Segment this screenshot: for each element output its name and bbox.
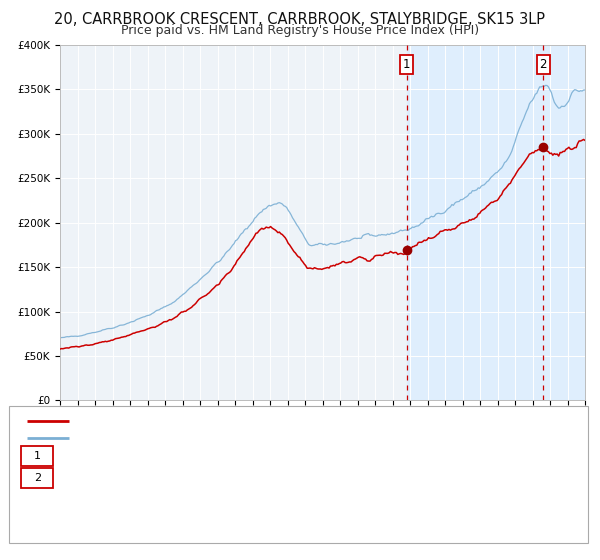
Text: 17-OCT-2014: 17-OCT-2014: [63, 451, 132, 461]
Text: This data is licensed under the Open Government Licence v3.0.: This data is licensed under the Open Gov…: [20, 532, 288, 541]
Text: 20, CARRBROOK CRESCENT, CARRBROOK, STALYBRIDGE, SK15 3LP: 20, CARRBROOK CRESCENT, CARRBROOK, STALY…: [55, 12, 545, 27]
Text: £285,000: £285,000: [186, 473, 236, 483]
Text: £169,000: £169,000: [186, 451, 236, 461]
Text: HPI: Average price, detached house, Tameside: HPI: Average price, detached house, Tame…: [76, 433, 303, 443]
Text: 1: 1: [403, 58, 410, 71]
Text: 2: 2: [34, 473, 41, 483]
Text: Contains HM Land Registry data © Crown copyright and database right 2024.: Contains HM Land Registry data © Crown c…: [20, 524, 346, 533]
Text: 16-AUG-2022: 16-AUG-2022: [63, 473, 132, 483]
Text: Price paid vs. HM Land Registry's House Price Index (HPI): Price paid vs. HM Land Registry's House …: [121, 24, 479, 36]
Text: 12% ↓ HPI: 12% ↓ HPI: [318, 451, 374, 461]
Text: 1: 1: [34, 451, 41, 461]
Text: 16% ↓ HPI: 16% ↓ HPI: [318, 473, 374, 483]
Text: 2: 2: [539, 58, 547, 71]
Text: 20, CARRBROOK CRESCENT, CARRBROOK, STALYBRIDGE, SK15 3LP (detached house): 20, CARRBROOK CRESCENT, CARRBROOK, STALY…: [76, 416, 494, 426]
Polygon shape: [407, 45, 585, 400]
